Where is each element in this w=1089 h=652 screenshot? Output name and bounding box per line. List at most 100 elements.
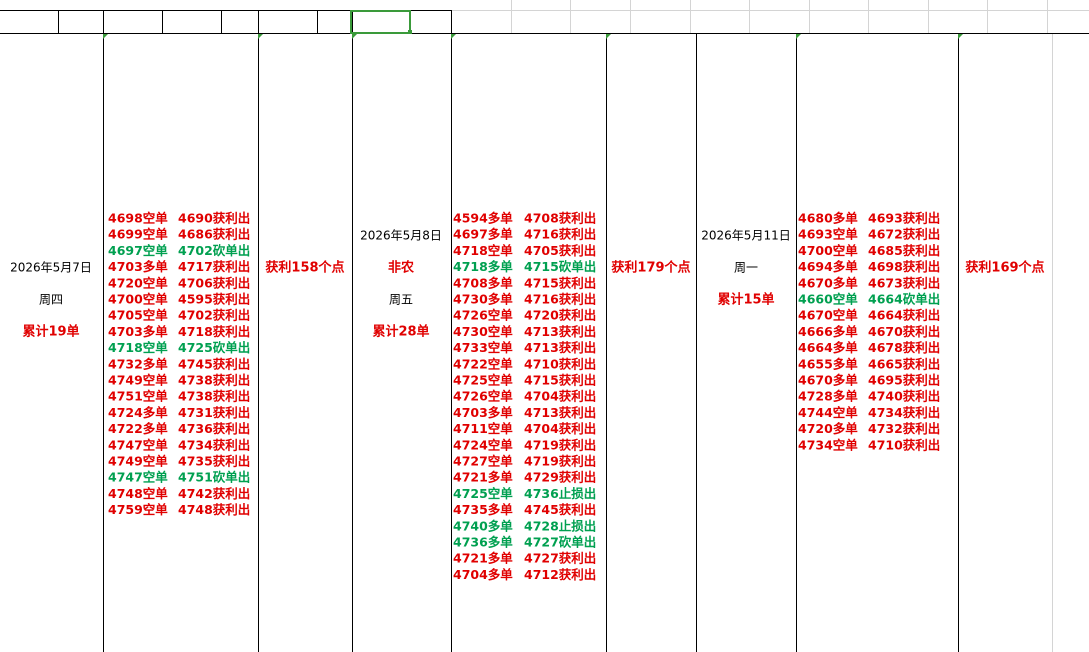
trade-exit: 4742获利出 bbox=[178, 486, 250, 501]
trade-exit: 4685获利出 bbox=[868, 243, 940, 258]
trade-entry: 4660空单 bbox=[798, 292, 858, 307]
trade-exit: 4738获利出 bbox=[178, 373, 250, 388]
trade-exit: 4728止损出 bbox=[524, 518, 596, 533]
trade-exit: 4715砍单出 bbox=[524, 259, 596, 274]
trade-exit: 4670获利出 bbox=[868, 324, 940, 339]
trade-exit: 4719获利出 bbox=[524, 454, 596, 469]
trade-entry: 4720多单 bbox=[798, 421, 858, 436]
trade-exit: 4716获利出 bbox=[524, 292, 596, 307]
trade-entry: 4724多单 bbox=[108, 405, 168, 420]
trade-entry: 4697空单 bbox=[108, 243, 168, 258]
trade-entry: 4699空单 bbox=[108, 227, 168, 242]
trade-exit: 4716获利出 bbox=[524, 227, 596, 242]
date: 2026年5月8日 bbox=[360, 229, 442, 243]
total: 累计19单 bbox=[22, 324, 79, 340]
trade-exit: 4706获利出 bbox=[178, 275, 250, 290]
trade-entry: 4747空单 bbox=[108, 437, 168, 452]
trade-entry: 4700空单 bbox=[798, 243, 858, 258]
trade-entry: 4704多单 bbox=[453, 567, 513, 582]
trade-entry: 4694多单 bbox=[798, 259, 858, 274]
trade-exit: 4745获利出 bbox=[178, 356, 250, 371]
weekday: 周四 bbox=[39, 293, 63, 307]
trade-entry: 4722多单 bbox=[108, 421, 168, 436]
trade-exit: 4672获利出 bbox=[868, 227, 940, 242]
trade-entry: 4718多单 bbox=[453, 259, 513, 274]
trade-exit: 4718获利出 bbox=[178, 324, 250, 339]
trade-exit: 4698获利出 bbox=[868, 259, 940, 274]
trade-exit: 4702获利出 bbox=[178, 308, 250, 323]
trade-entry: 4721多单 bbox=[453, 470, 513, 485]
trade-entry: 4670空单 bbox=[798, 308, 858, 323]
trade-exit: 4731获利出 bbox=[178, 405, 250, 420]
date: 2026年5月11日 bbox=[701, 229, 790, 243]
trade-exit: 4595获利出 bbox=[178, 292, 250, 307]
trade-exit: 4673获利出 bbox=[868, 275, 940, 290]
trade-exit: 4708获利出 bbox=[524, 211, 596, 226]
trade-exit: 4713获利出 bbox=[524, 324, 596, 339]
trade-entry: 4718空单 bbox=[453, 243, 513, 258]
trade-exit: 4713获利出 bbox=[524, 405, 596, 420]
trade-entry: 4720空单 bbox=[108, 275, 168, 290]
trade-entry: 4727空单 bbox=[453, 454, 513, 469]
trade-entry: 4736多单 bbox=[453, 535, 513, 550]
trade-entry: 4749空单 bbox=[108, 454, 168, 469]
trade-exit: 4732获利出 bbox=[868, 421, 940, 436]
trade-entry: 4718空单 bbox=[108, 340, 168, 355]
trade-entry: 4725空单 bbox=[453, 486, 513, 501]
date: 2026年5月7日 bbox=[10, 261, 92, 275]
trade-entry: 4730空单 bbox=[453, 324, 513, 339]
trade-entry: 4700空单 bbox=[108, 292, 168, 307]
trade-exit: 4678获利出 bbox=[868, 340, 940, 355]
trade-exit: 4725砍单出 bbox=[178, 340, 250, 355]
trade-exit: 4727砍单出 bbox=[524, 535, 596, 550]
trade-exit: 4704获利出 bbox=[524, 421, 596, 436]
trade-entry: 4735多单 bbox=[453, 502, 513, 517]
trade-entry: 4703多单 bbox=[108, 259, 168, 274]
trade-entry: 4722空单 bbox=[453, 356, 513, 371]
trade-entry: 4724空单 bbox=[453, 437, 513, 452]
trade-exit: 4729获利出 bbox=[524, 470, 596, 485]
trade-exit: 4740获利出 bbox=[868, 389, 940, 404]
trade-exit: 4736止损出 bbox=[524, 486, 596, 501]
trade-entry: 4734空单 bbox=[798, 437, 858, 452]
trade-exit: 4717获利出 bbox=[178, 259, 250, 274]
trade-exit: 4745获利出 bbox=[524, 502, 596, 517]
trade-exit: 4695获利出 bbox=[868, 373, 940, 388]
trade-exit: 4712获利出 bbox=[524, 567, 596, 582]
fill-handle[interactable] bbox=[408, 30, 412, 34]
trade-entry: 4732多单 bbox=[108, 356, 168, 371]
selected-cell[interactable] bbox=[350, 10, 411, 34]
trade-exit: 4735获利出 bbox=[178, 454, 250, 469]
trade-entry: 4698空单 bbox=[108, 211, 168, 226]
trade-entry: 4721多单 bbox=[453, 551, 513, 566]
trade-exit: 4736获利出 bbox=[178, 421, 250, 436]
trade-exit: 4690获利出 bbox=[178, 211, 250, 226]
trade-exit: 4727获利出 bbox=[524, 551, 596, 566]
trade-entry: 4697多单 bbox=[453, 227, 513, 242]
trade-exit: 4748获利出 bbox=[178, 502, 250, 517]
trade-exit: 4665获利出 bbox=[868, 356, 940, 371]
trade-entry: 4693空单 bbox=[798, 227, 858, 242]
trade-entry: 4670多单 bbox=[798, 275, 858, 290]
trade-entry: 4733空单 bbox=[453, 340, 513, 355]
trade-exit: 4738获利出 bbox=[178, 389, 250, 404]
trade-entry: 4751空单 bbox=[108, 389, 168, 404]
trade-entry: 4655多单 bbox=[798, 356, 858, 371]
trade-exit: 4704获利出 bbox=[524, 389, 596, 404]
trade-entry: 4747空单 bbox=[108, 470, 168, 485]
cell-indicators bbox=[103, 34, 963, 39]
trade-exit: 4719获利出 bbox=[524, 437, 596, 452]
trade-entry: 4728多单 bbox=[798, 389, 858, 404]
trade-entry: 4749空单 bbox=[108, 373, 168, 388]
trade-exit: 4664获利出 bbox=[868, 308, 940, 323]
trade-entry: 4744空单 bbox=[798, 405, 858, 420]
trade-exit: 4715获利出 bbox=[524, 275, 596, 290]
trade-entry: 4730多单 bbox=[453, 292, 513, 307]
trade-entry: 4680多单 bbox=[798, 211, 858, 226]
total: 累计28单 bbox=[372, 324, 429, 340]
trade-exit: 4686获利出 bbox=[178, 227, 250, 242]
weekday: 周一 bbox=[734, 261, 758, 275]
trade-entry: 4726空单 bbox=[453, 389, 513, 404]
